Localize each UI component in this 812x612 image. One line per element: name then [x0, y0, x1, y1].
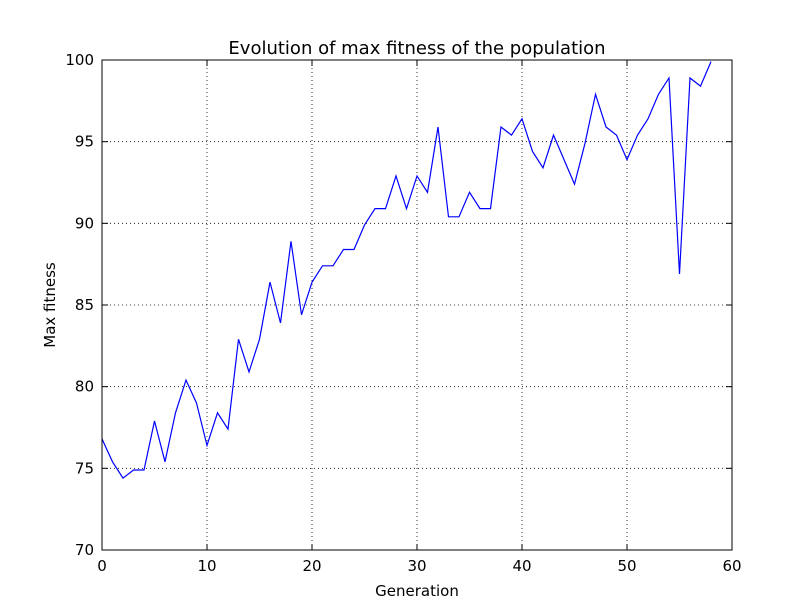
- y-tick-label: 100: [65, 51, 94, 69]
- y-tick-label: 80: [75, 378, 94, 396]
- x-tick-label: 0: [97, 557, 107, 575]
- y-tick-label: 70: [75, 541, 94, 559]
- y-tick-label: 85: [75, 296, 94, 314]
- x-axis-label: Generation: [375, 582, 459, 600]
- grid-lines: [101, 59, 733, 551]
- y-tick-label: 75: [75, 459, 94, 477]
- x-tick-label: 60: [722, 557, 741, 575]
- x-tick-label: 40: [512, 557, 531, 575]
- plot-frame: [101, 59, 733, 551]
- y-tick-labels: 70 75 80 85 90 95 100: [65, 51, 94, 559]
- x-tick-labels: 0 10 20 30 40 50 60: [97, 557, 741, 575]
- x-tick-label: 20: [302, 557, 321, 575]
- chart-title: Evolution of max fitness of the populati…: [228, 38, 605, 59]
- x-tick-label: 50: [617, 557, 636, 575]
- plot-area: [101, 61, 712, 480]
- y-axis-label: Max fitness: [41, 262, 59, 348]
- y-tick-label: 95: [75, 133, 94, 151]
- y-tick-label: 90: [75, 214, 94, 232]
- x-tick-label: 10: [197, 557, 216, 575]
- x-tick-label: 30: [407, 557, 426, 575]
- series-line: [101, 61, 712, 480]
